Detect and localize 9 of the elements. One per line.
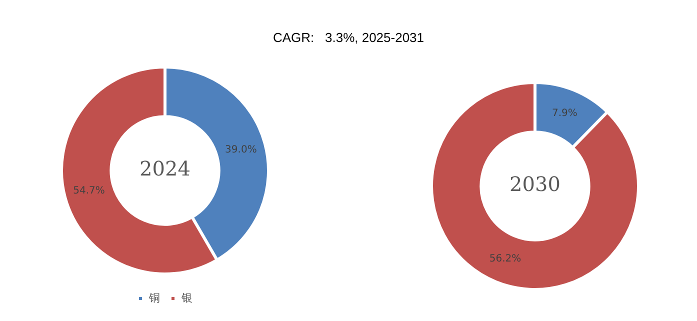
data-label: 39.0%	[225, 144, 257, 156]
legend-label: 铜	[148, 291, 160, 304]
data-label: 54.7%	[73, 186, 105, 197]
text: 2024	[140, 156, 190, 181]
legend-label: 银	[180, 291, 192, 304]
text: CAGR: 3.3%, 2025-2031	[272, 30, 426, 45]
text: 2030	[510, 172, 560, 196]
data-label: 56.2%	[489, 253, 522, 264]
data-label: 7.9%	[552, 108, 578, 119]
